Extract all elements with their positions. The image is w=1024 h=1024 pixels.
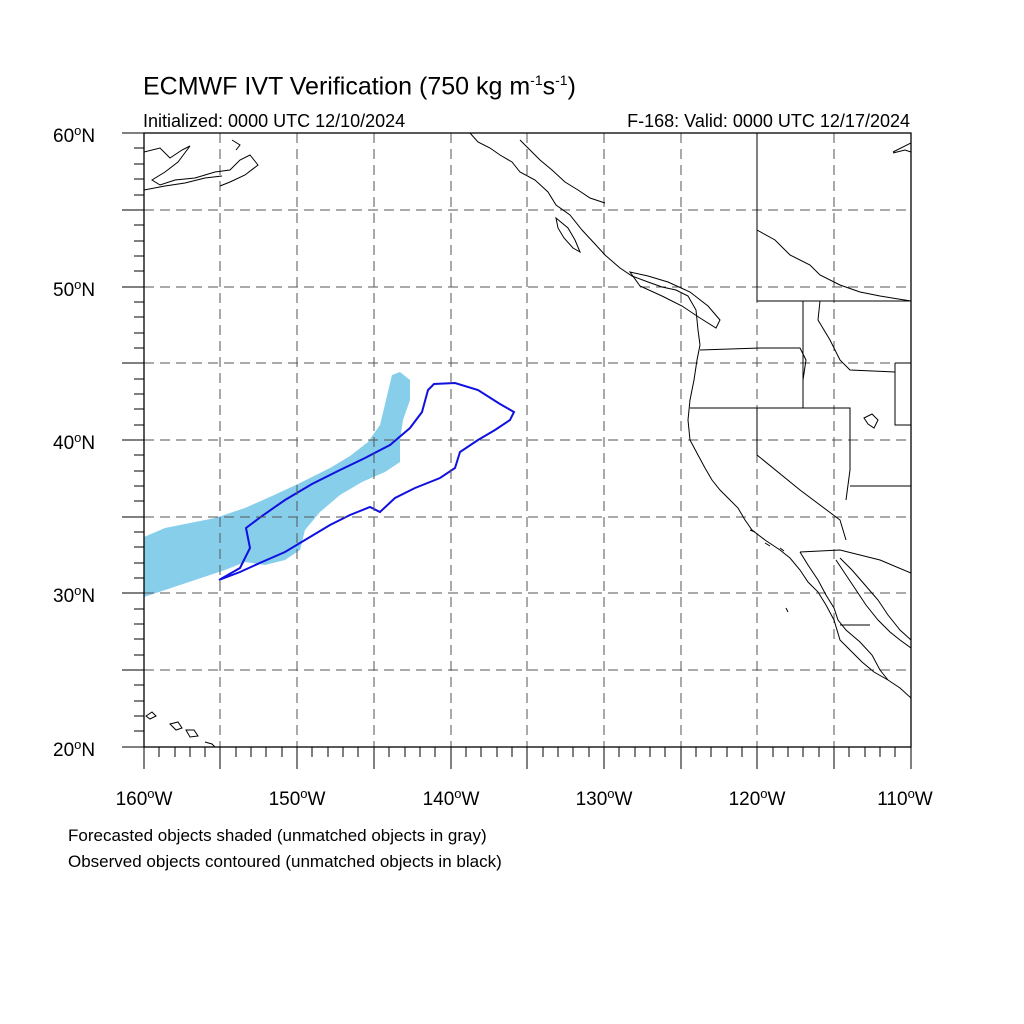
lat-label-20: 20oN [53, 737, 95, 761]
lat-label-30: 30oN [53, 583, 95, 607]
graticule [144, 133, 911, 747]
longitude-labels: 160oW 150oW 140oW 130oW 120oW 110oW [116, 786, 933, 810]
axis-ticks [122, 132, 912, 769]
lon-label-120: 120oW [729, 786, 786, 810]
forecast-object [144, 372, 410, 597]
lon-label-150: 150oW [269, 786, 326, 810]
lat-label-40: 40oN [53, 430, 95, 454]
lon-label-130: 130oW [576, 786, 633, 810]
legend-forecast: Forecasted objects shaded (unmatched obj… [68, 826, 487, 845]
valid-time: F-168: Valid: 0000 UTC 12/17/2024 [627, 111, 910, 131]
map-title: ECMWF IVT Verification (750 kg m-1s-1) [143, 72, 576, 101]
coastlines [144, 133, 911, 747]
lat-label-60: 60oN [53, 123, 95, 147]
latitude-labels: 60oN 50oN 40oN 30oN 20oN [53, 123, 95, 761]
lon-label-110: 110oW [877, 786, 933, 810]
lon-label-140: 140oW [423, 786, 480, 810]
legend-observed: Observed objects contoured (unmatched ob… [68, 852, 502, 871]
initialized-time: Initialized: 0000 UTC 12/10/2024 [143, 111, 406, 131]
lat-label-50: 50oN [53, 277, 95, 301]
observed-object-contour [218, 381, 516, 581]
lon-label-160: 160oW [116, 786, 173, 810]
